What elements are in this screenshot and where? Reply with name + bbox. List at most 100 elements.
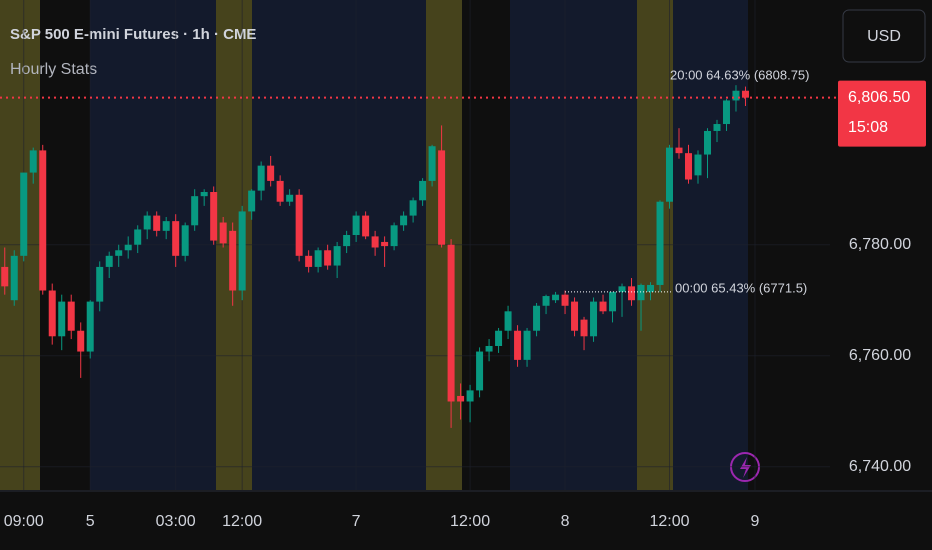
lightning — [740, 457, 751, 478]
candle-body — [552, 294, 560, 301]
candle-body — [115, 250, 123, 256]
candle-body — [1, 266, 9, 287]
candle-body — [295, 194, 303, 256]
candle-body — [153, 215, 161, 231]
candle-body — [314, 250, 322, 267]
candle-body — [343, 235, 351, 247]
candle-body — [685, 153, 692, 180]
y-tick-label: 6,760.00 — [849, 347, 911, 364]
candle-body — [485, 345, 493, 352]
candle-body — [124, 244, 132, 251]
x-tick-label: 9 — [751, 513, 760, 530]
candle-body — [523, 330, 531, 360]
candle-body — [390, 225, 398, 247]
x-tick-label: 5 — [86, 513, 95, 530]
candle-body — [67, 301, 75, 331]
annotation: 00:00 65.43% (6771.5) — [675, 280, 807, 295]
candle-body — [134, 229, 142, 245]
candle-body — [248, 190, 256, 212]
candle-body — [210, 192, 218, 241]
candle-body — [267, 165, 275, 181]
annotation: 20:00 64.63% (6808.75) — [670, 68, 810, 83]
price-label: 6,806.50 — [848, 89, 910, 106]
candle-body — [276, 180, 284, 202]
candle-body — [305, 255, 313, 267]
candle-body — [371, 236, 379, 248]
candle-body — [504, 311, 512, 331]
candle-body — [238, 211, 246, 291]
candle-body — [409, 200, 417, 216]
candle-body — [29, 150, 37, 173]
x-tick-label: 8 — [561, 513, 570, 530]
candle-body — [86, 301, 94, 352]
candle-body — [48, 290, 56, 337]
candle-body — [324, 250, 332, 266]
candle-body — [352, 215, 360, 236]
candle-body — [590, 301, 598, 337]
candle-body — [580, 319, 588, 337]
candle-body — [466, 390, 474, 402]
candle-body — [647, 284, 655, 292]
candle-body — [637, 284, 645, 301]
candle-body — [200, 192, 208, 197]
candle-body — [599, 301, 607, 312]
chart-title: S&P 500 E-mini Futures · 1h · CME — [10, 26, 256, 43]
candle-body — [675, 147, 683, 154]
x-tick-label: 7 — [352, 513, 361, 530]
candle-body — [722, 100, 730, 125]
candle-body — [618, 286, 626, 292]
candle-body — [656, 201, 664, 285]
candle-body — [286, 194, 294, 202]
candle-body — [419, 180, 427, 201]
candle-body — [561, 294, 569, 306]
candle-body — [181, 225, 189, 256]
candle-body — [381, 241, 389, 247]
candle-body — [741, 90, 749, 98]
candle-body — [219, 222, 227, 244]
candle-body — [628, 286, 636, 301]
candle-body — [533, 305, 541, 331]
x-tick-label: 12:00 — [222, 513, 262, 530]
price-badge — [838, 80, 926, 147]
candle-body — [457, 395, 465, 402]
y-tick-label: 6,740.00 — [849, 458, 911, 475]
candle-body — [229, 230, 237, 291]
candle-body — [58, 301, 66, 337]
countdown: 15:08 — [848, 119, 888, 136]
candle-body — [333, 246, 341, 266]
candle-body — [694, 154, 702, 176]
candle-body — [191, 196, 199, 226]
candle-body — [542, 296, 550, 306]
candle-body — [362, 215, 370, 237]
currency-button[interactable] — [842, 9, 926, 63]
candle-body — [438, 150, 446, 245]
candle-body — [476, 351, 484, 391]
candle-body — [400, 215, 408, 226]
x-tick-label: 12:00 — [649, 513, 689, 530]
candle-body — [257, 165, 265, 191]
candle-body — [96, 266, 104, 302]
x-tick-label: 12:00 — [450, 513, 490, 530]
candle-body — [703, 130, 711, 155]
indicator-name: Hourly Stats — [10, 61, 97, 78]
candle-body — [39, 150, 47, 291]
candle-body — [428, 146, 436, 181]
y-tick-label: 6,780.00 — [849, 236, 911, 253]
candle-body — [143, 215, 151, 230]
candle-body — [77, 330, 85, 352]
candle-body — [495, 330, 503, 346]
candle-body — [172, 221, 180, 256]
candle-body — [20, 172, 28, 256]
candle-body — [162, 221, 170, 231]
x-tick-label: 09:00 — [4, 513, 44, 530]
x-tick-label: 03:00 — [156, 513, 196, 530]
candle-body — [609, 291, 617, 312]
candle-body — [514, 330, 522, 360]
candle-body — [666, 147, 674, 202]
candle-body — [447, 244, 455, 402]
candle-body — [571, 301, 579, 331]
candle-body — [713, 124, 721, 131]
currency-label[interactable]: USD — [867, 28, 901, 45]
